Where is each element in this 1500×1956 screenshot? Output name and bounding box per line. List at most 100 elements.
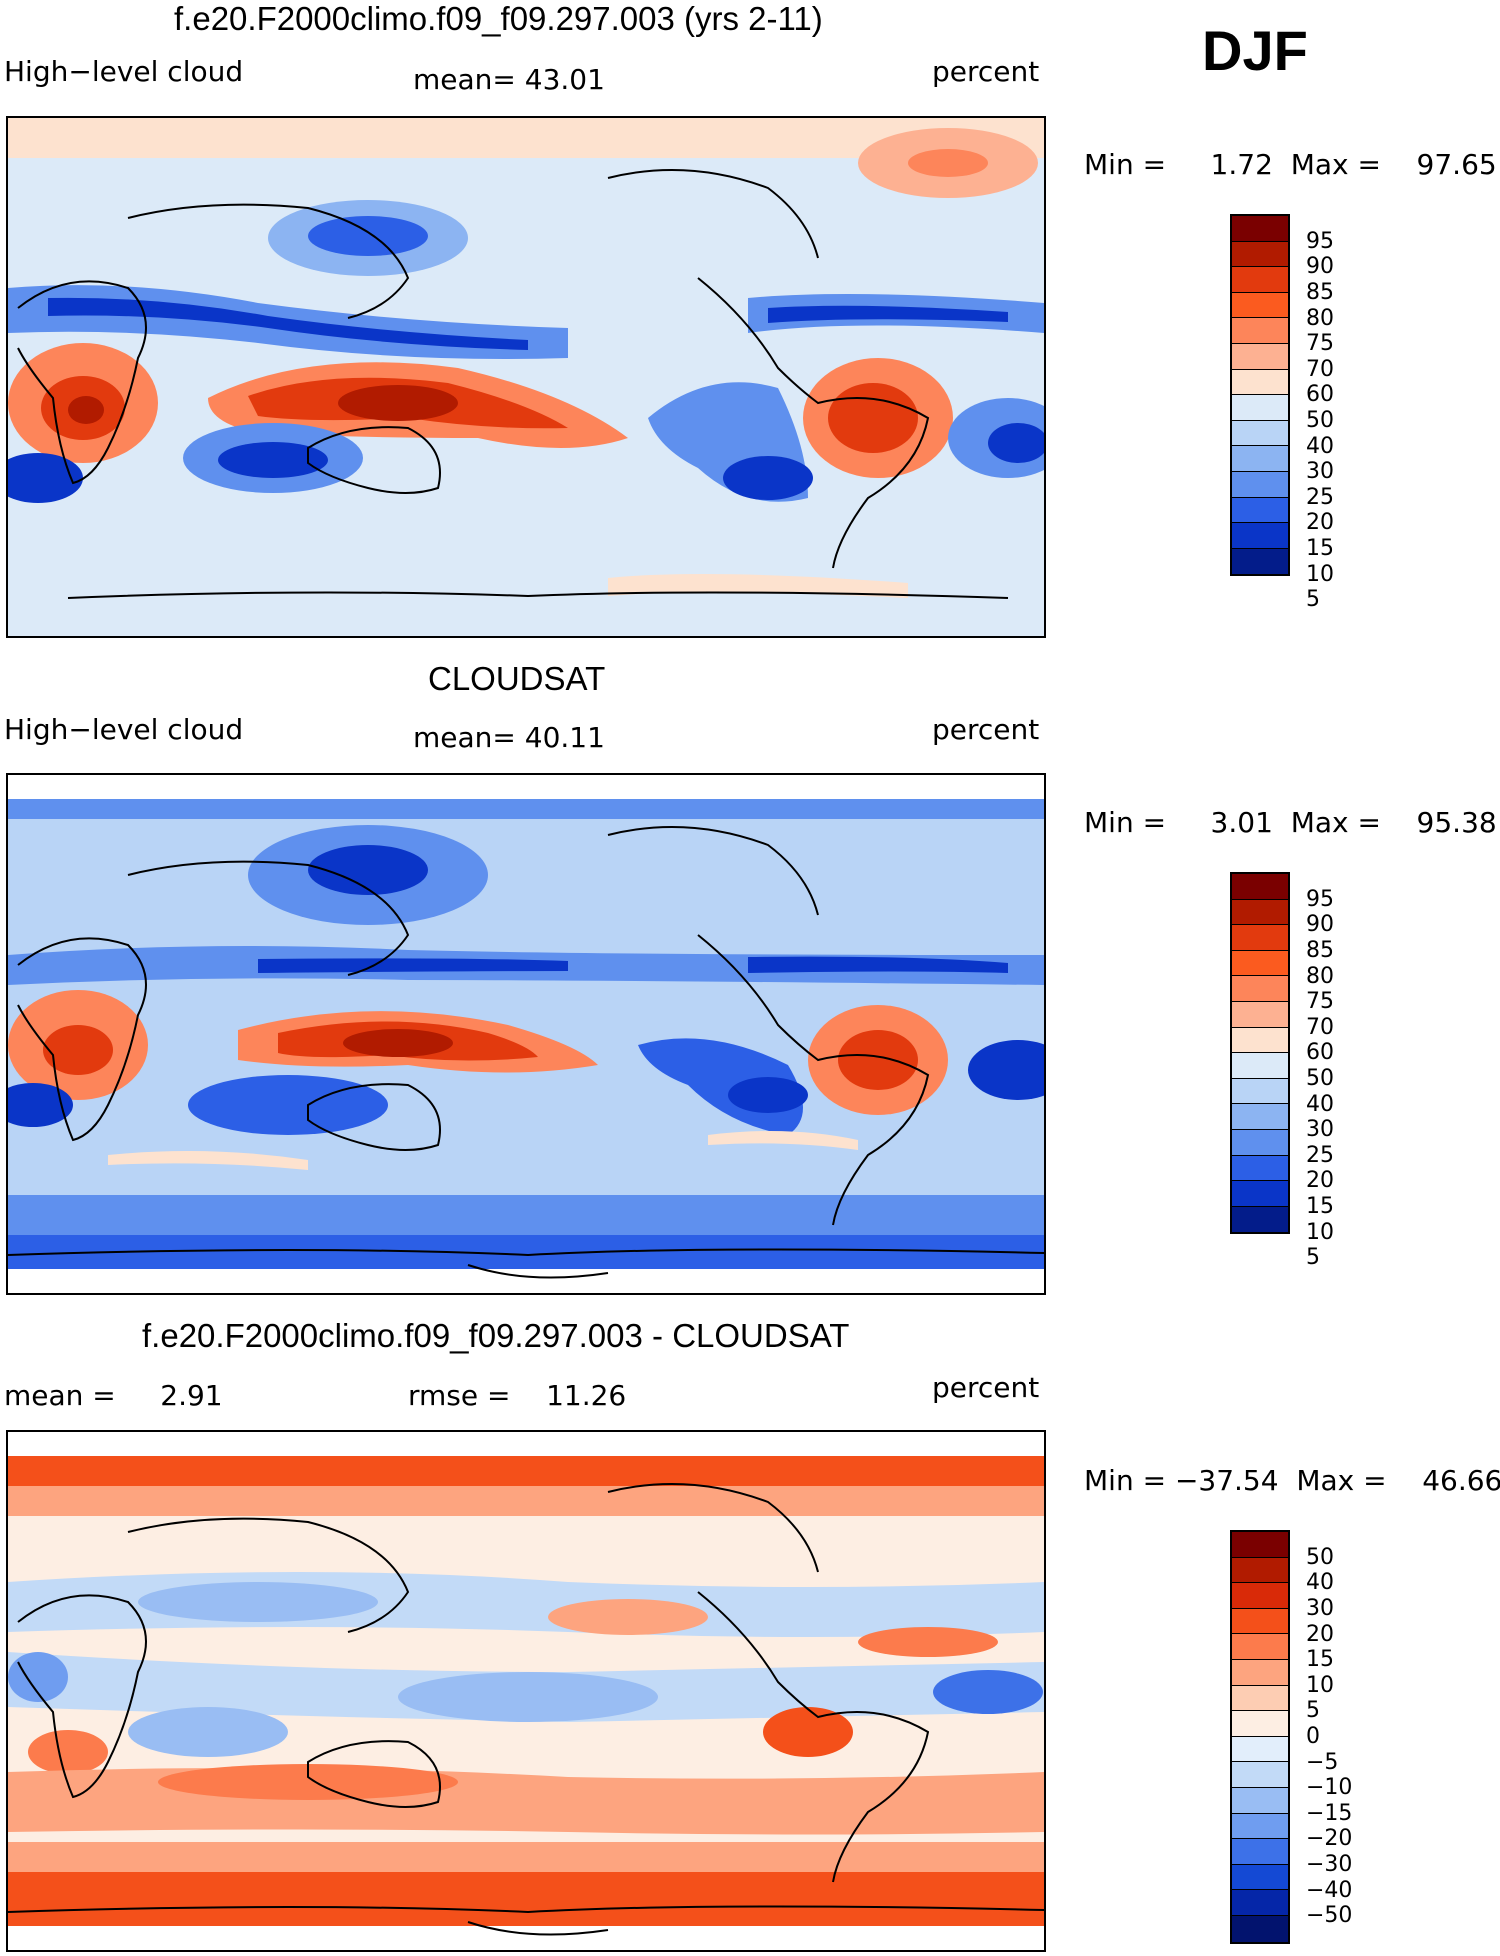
swatch	[1232, 874, 1288, 900]
colorbar-tick: 60	[1306, 382, 1334, 407]
cloudsat-cloud-map	[6, 773, 1046, 1295]
swatch	[1232, 395, 1288, 421]
swatch	[1232, 420, 1288, 447]
colorbar-tick: −10	[1306, 1775, 1353, 1800]
season-label: DJF	[1202, 19, 1308, 82]
swatch	[1232, 1532, 1288, 1558]
panel-title: CLOUDSAT	[428, 660, 606, 697]
units-label: percent	[932, 55, 1040, 88]
swatch	[1232, 1027, 1288, 1054]
colorbar-swatches	[1230, 872, 1290, 1235]
swatch	[1232, 1053, 1288, 1079]
colorbar-tick: 50	[1306, 1545, 1334, 1570]
swatch	[1232, 548, 1288, 575]
colorbar-tick: 95	[1306, 887, 1334, 912]
colorbar-tick: −30	[1306, 1852, 1353, 1877]
colorbar-tick: 20	[1306, 1622, 1334, 1647]
swatch	[1232, 1104, 1288, 1130]
difference-cloud-map	[6, 1430, 1046, 1952]
colorbar-tick: 90	[1306, 912, 1334, 937]
swatch	[1232, 1864, 1288, 1891]
variable-label: High−level cloud	[4, 713, 244, 746]
min-max-label: Min = 3.01 Max = 95.38	[1084, 806, 1497, 839]
colorbar-tick: 40	[1306, 434, 1334, 459]
colorbar-tick: 80	[1306, 306, 1334, 331]
units-label: percent	[932, 713, 1040, 746]
colorbar-tick: 30	[1306, 1117, 1334, 1142]
swatch	[1232, 1078, 1288, 1105]
swatch	[1232, 267, 1288, 293]
colorbar-tick: 50	[1306, 1066, 1334, 1091]
colorbar-tick: 20	[1306, 1168, 1334, 1193]
swatch	[1232, 1736, 1288, 1763]
colorbar-tick: −5	[1306, 1750, 1339, 1775]
colorbar-tick: 75	[1306, 989, 1334, 1014]
colorbar-tick: −40	[1306, 1878, 1353, 1903]
swatch	[1232, 1181, 1288, 1207]
colorbar-tick: 25	[1306, 485, 1334, 510]
colorbar-tick: −15	[1306, 1801, 1353, 1826]
swatch	[1232, 1001, 1288, 1028]
colorbar-tick: −20	[1306, 1826, 1353, 1851]
min-max-label: Min = 1.72 Max = 97.65	[1084, 148, 1497, 181]
colorbar-tick: 10	[1306, 1220, 1334, 1245]
swatch	[1232, 925, 1288, 951]
swatch	[1232, 1129, 1288, 1156]
colorbar-tick: 40	[1306, 1092, 1334, 1117]
swatch	[1232, 1813, 1288, 1840]
swatch	[1232, 1762, 1288, 1788]
colorbar-swatches	[1230, 214, 1290, 577]
colorbar-tick: −50	[1306, 1903, 1353, 1928]
colorbar-tick: 15	[1306, 1647, 1334, 1672]
colorbar-tick: 5	[1306, 587, 1320, 612]
colorbar-swatches	[1230, 1530, 1290, 1944]
mean-label: mean= 40.11	[413, 721, 605, 754]
swatch	[1232, 1787, 1288, 1814]
colorbar-tick: 30	[1306, 459, 1334, 484]
min-max-label: Min = −37.54 Max = 46.66	[1084, 1464, 1500, 1497]
swatch	[1232, 950, 1288, 977]
colorbar-tick: 70	[1306, 357, 1334, 382]
variable-label: High−level cloud	[4, 55, 244, 88]
mean-label: mean= 43.01	[413, 63, 605, 96]
colorbar-tick: 85	[1306, 280, 1334, 305]
colorbar-tick: 20	[1306, 510, 1334, 535]
colorbar-tick: 70	[1306, 1015, 1334, 1040]
swatch	[1232, 369, 1288, 396]
swatch	[1232, 446, 1288, 472]
colorbar-tick: 60	[1306, 1040, 1334, 1065]
colorbar-tick: 90	[1306, 254, 1334, 279]
swatch	[1232, 1915, 1288, 1942]
colorbar-tick: 15	[1306, 536, 1334, 561]
rmse-label: rmse = 11.26	[408, 1379, 627, 1412]
swatch	[1232, 976, 1288, 1002]
model-cloud-map	[6, 116, 1046, 638]
swatch	[1232, 1583, 1288, 1609]
colorbar-tick: 85	[1306, 938, 1334, 963]
colorbar-tick: 95	[1306, 229, 1334, 254]
colorbar-tick: 50	[1306, 408, 1334, 433]
colorbar-tick: 25	[1306, 1143, 1334, 1168]
panel-title: f.e20.F2000climo.f09_f09.297.003 (yrs 2-…	[174, 0, 823, 37]
colorbar-tick: 15	[1306, 1194, 1334, 1219]
colorbar-tick: 40	[1306, 1570, 1334, 1595]
swatch	[1232, 216, 1288, 242]
swatch	[1232, 497, 1288, 524]
swatch	[1232, 1206, 1288, 1233]
swatch	[1232, 1634, 1288, 1660]
colorbar-tick: 10	[1306, 1673, 1334, 1698]
swatch	[1232, 241, 1288, 268]
panel-title: f.e20.F2000climo.f09_f09.297.003 - CLOUD…	[142, 1317, 850, 1354]
swatch	[1232, 899, 1288, 926]
swatch	[1232, 1890, 1288, 1916]
swatch	[1232, 1685, 1288, 1712]
swatch	[1232, 471, 1288, 498]
swatch	[1232, 292, 1288, 319]
swatch	[1232, 1659, 1288, 1686]
swatch	[1232, 1608, 1288, 1635]
units-label: percent	[932, 1371, 1040, 1404]
colorbar-tick: 75	[1306, 331, 1334, 356]
colorbar-tick: 30	[1306, 1596, 1334, 1621]
colorbar-tick: 10	[1306, 562, 1334, 587]
swatch	[1232, 318, 1288, 344]
